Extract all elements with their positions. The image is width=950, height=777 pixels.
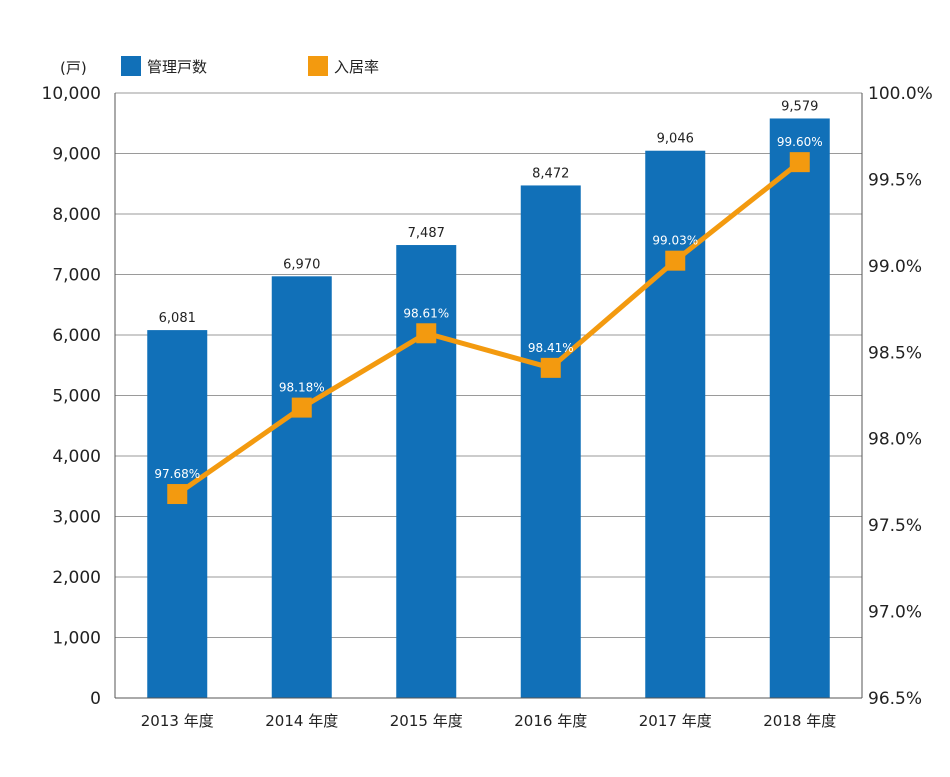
left-tick-label: 0	[90, 689, 101, 709]
line-value-label: 98.61%	[403, 306, 449, 320]
x-tick-label: 2015 年度	[390, 712, 463, 730]
line-series	[175, 160, 802, 497]
x-tick-label: 2018 年度	[763, 712, 836, 730]
line-point	[665, 250, 686, 271]
left-tick-label: 8,000	[52, 205, 101, 225]
left-tick-label: 4,000	[52, 447, 101, 467]
x-tick-label: 2016 年度	[514, 712, 587, 730]
bar	[396, 245, 457, 698]
left-tick-label: 9,000	[52, 145, 101, 165]
x-axis-tick-labels: 2013 年度 2014 年度 2015 年度 2016 年度 2017 年度 2018 …	[141, 712, 836, 730]
right-tick-label: 98.5%	[868, 343, 922, 363]
legend-label-bars: 管理戸数	[147, 58, 207, 76]
line-points	[167, 152, 810, 505]
right-tick-label: 96.5%	[868, 689, 922, 709]
x-tick-label: 2014 年度	[265, 712, 338, 730]
legend-swatch-bars	[121, 56, 141, 76]
bar-value-label: 9,046	[657, 132, 694, 147]
bar-value-label: 6,970	[283, 257, 320, 272]
right-tick-label: 100.0%	[868, 84, 933, 104]
line-value-label: 99.03%	[652, 234, 698, 248]
bar	[147, 330, 208, 698]
line-value-labels: 97.68% 98.18% 98.61% 98.41% 99.03% 99.60%	[154, 135, 822, 481]
legend: 管理戸数 入居率	[121, 56, 379, 76]
right-tick-label: 99.5%	[868, 170, 922, 190]
left-tick-label: 3,000	[52, 508, 101, 528]
left-tick-label: 1,000	[52, 629, 101, 649]
left-tick-label: 5,000	[52, 387, 101, 407]
y-unit-label: (戸)	[60, 59, 87, 77]
bar	[520, 185, 581, 699]
plot-frame	[114, 93, 863, 699]
left-tick-label: 10,000	[42, 84, 101, 104]
right-tick-label: 97.5%	[868, 516, 922, 536]
left-tick-label: 6,000	[52, 326, 101, 346]
bar	[271, 276, 332, 698]
line-value-label: 97.68%	[154, 467, 200, 481]
x-tick-label: 2013 年度	[141, 712, 214, 730]
right-tick-label: 97.0%	[868, 603, 922, 623]
right-axis-tick-labels: 96.5% 97.0% 97.5% 98.0% 98.5% 99.0% 99.5% 100.0…	[868, 84, 933, 709]
line-value-label: 99.60%	[777, 135, 823, 149]
bar-value-label: 7,487	[408, 226, 445, 241]
line-value-label: 98.18%	[279, 381, 325, 395]
x-tick-label: 2017 年度	[639, 712, 712, 730]
left-tick-label: 7,000	[52, 266, 101, 286]
line-point	[540, 357, 561, 378]
left-tick-label: 2,000	[52, 568, 101, 588]
left-axis-tick-labels: 0 1,000 2,000 3,000 4,000 5,000 6,000 7,000 8,00…	[42, 84, 101, 709]
bar-value-labels: 6,081 6,970 7,487 8,472 9,046 9,579	[159, 99, 819, 326]
bar-value-label: 6,081	[159, 311, 196, 326]
bar-value-label: 8,472	[532, 166, 569, 181]
line-value-label: 98.41%	[528, 341, 574, 355]
line-point	[789, 152, 810, 173]
bar	[769, 118, 830, 698]
line-path	[175, 160, 802, 497]
right-tick-label: 99.0%	[868, 257, 922, 277]
line-point	[291, 397, 312, 418]
legend-label-line: 入居率	[334, 58, 379, 76]
bar-value-label: 9,579	[781, 99, 818, 114]
line-point	[416, 323, 437, 344]
legend-swatch-line	[308, 56, 328, 76]
line-point	[167, 484, 188, 505]
right-tick-label: 98.0%	[868, 430, 922, 450]
bar-series	[147, 118, 830, 699]
gridlines	[115, 92, 862, 699]
